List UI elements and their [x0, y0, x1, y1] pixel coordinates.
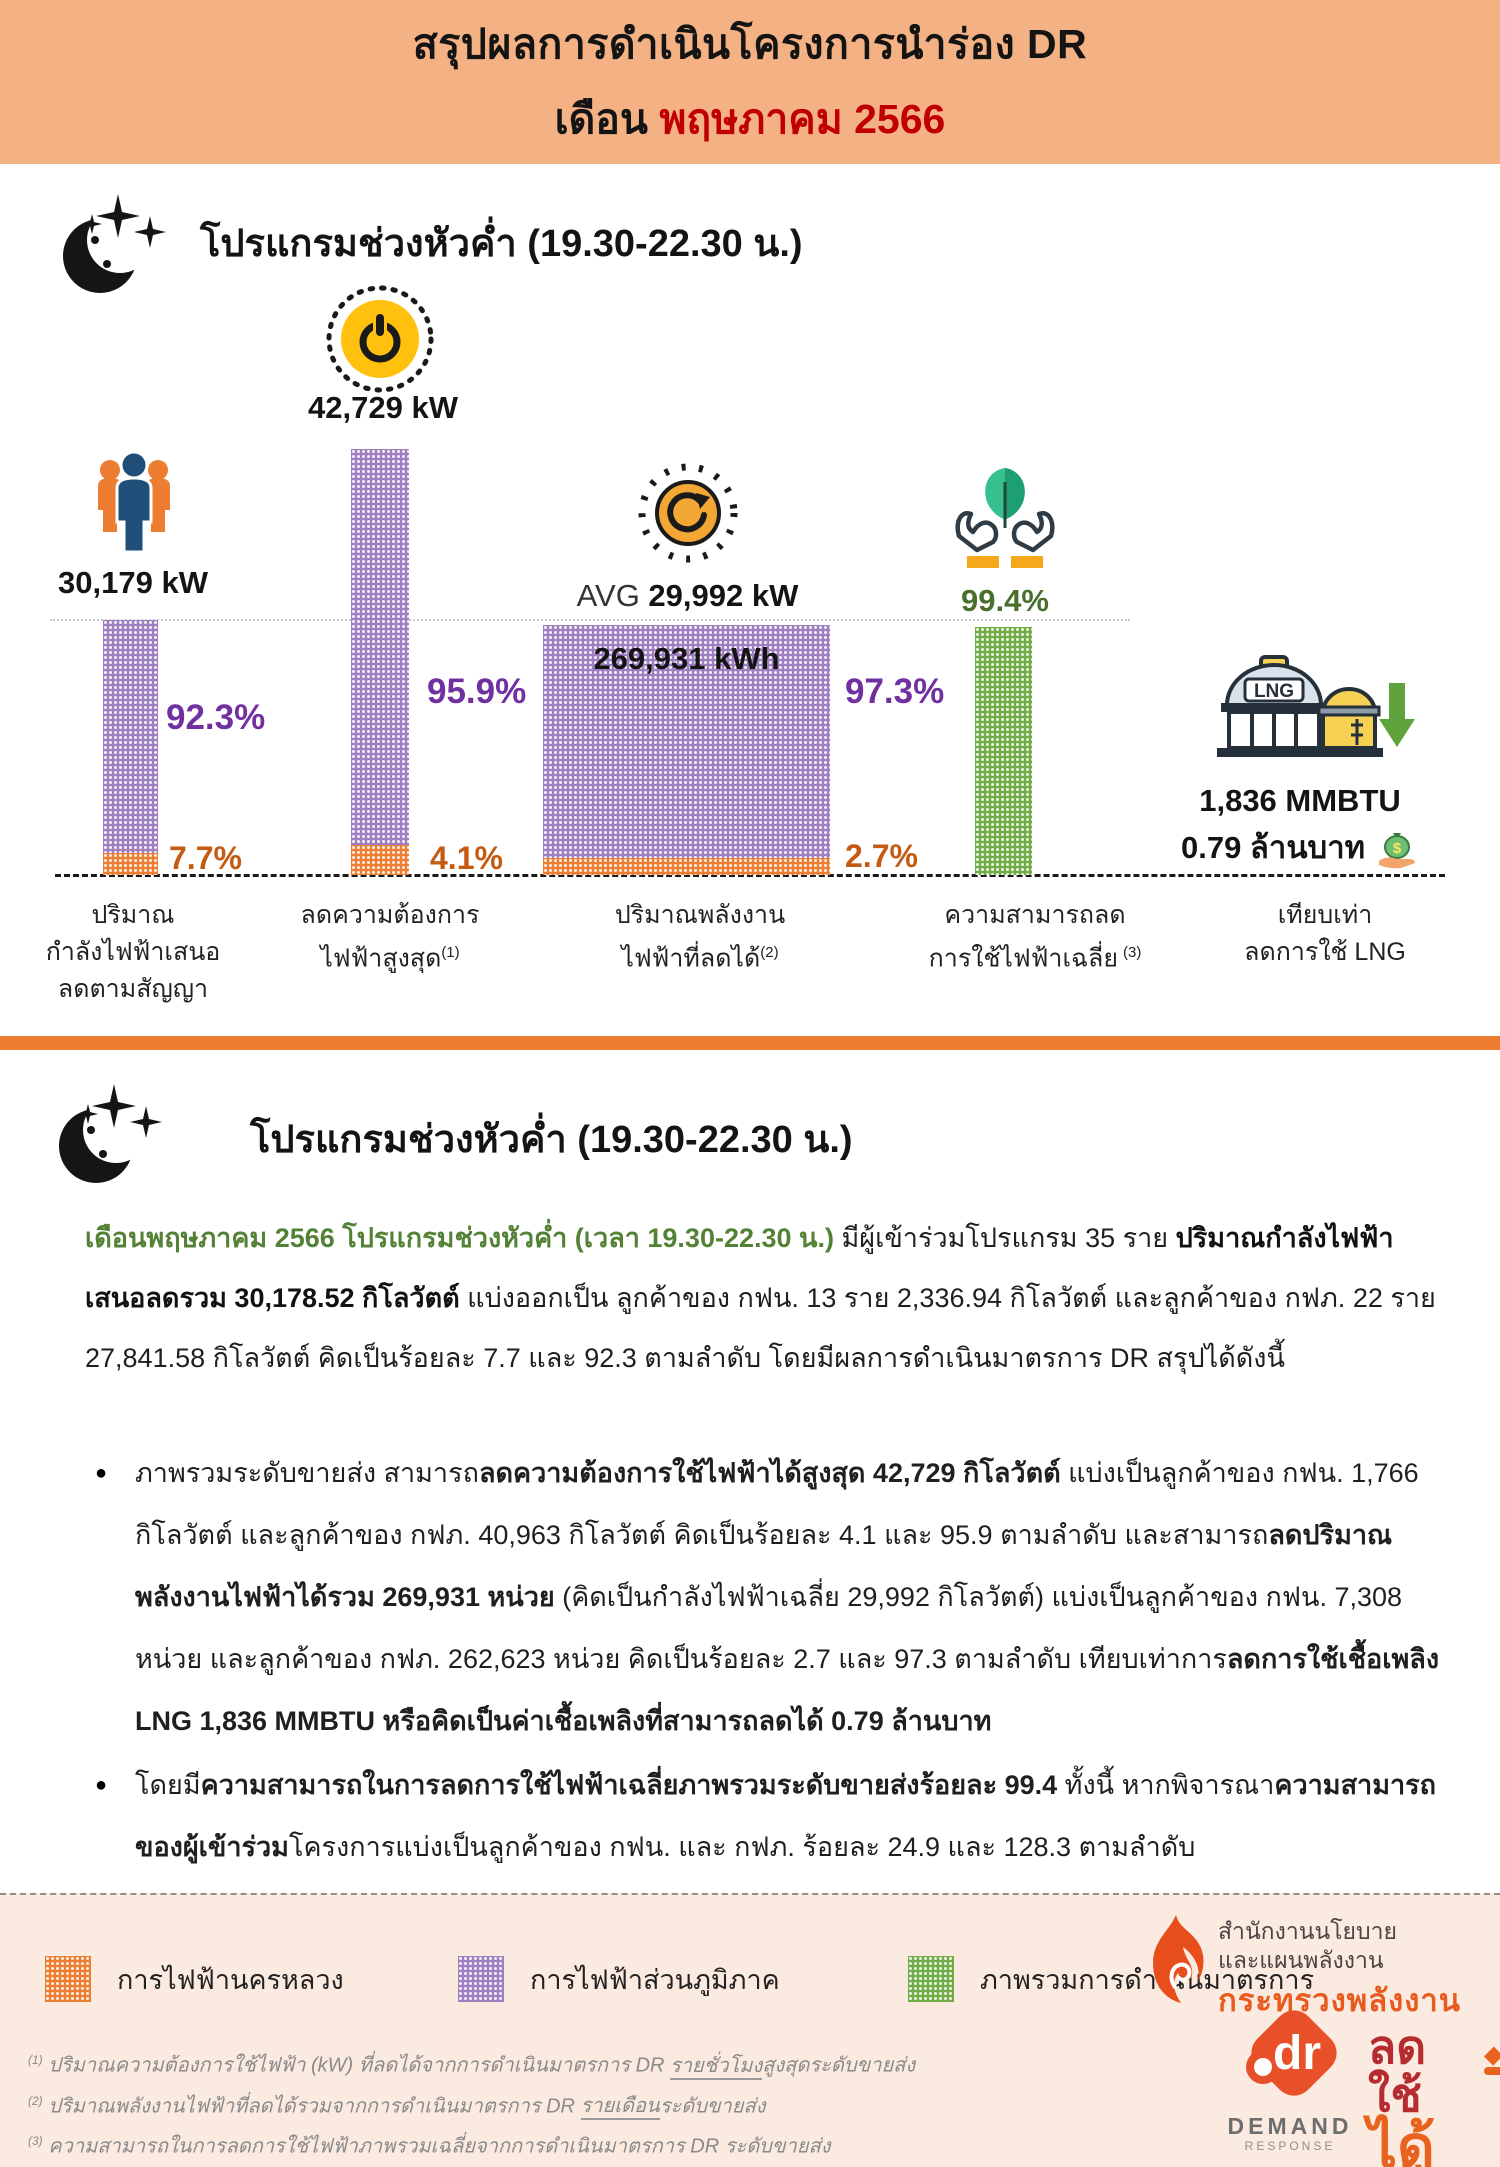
bar1-pea-segment[interactable] [103, 620, 158, 853]
axis3-line2: ไฟฟ้าที่ลดได้(2) [621, 944, 779, 973]
axis4-line2: การใช้ไฟฟ้าเฉลี่ย (3) [928, 944, 1142, 973]
page-subtitle: เดือน พฤษภาคม 2566 [555, 87, 946, 152]
page-footer: การไฟฟ้านครหลวง การไฟฟ้าส่วนภูมิภาค ภาพร… [0, 1893, 1500, 2167]
money-bag-hand-icon: $ [1379, 833, 1416, 869]
dr-tagline-2: ได้เพิ่ม [1368, 2115, 1435, 2167]
lng-cost-row: 0.79 ล้านบาท $ [1175, 822, 1425, 872]
bar4-green-segment[interactable] [975, 627, 1032, 875]
legend-swatch-mea [45, 1956, 91, 2002]
bar3-mea-segment[interactable] [543, 858, 830, 875]
axis1-line2: กำลังไฟฟ้าเสนอ [45, 938, 221, 966]
eppo-line2: และแผนพลังงาน [1218, 1947, 1384, 1973]
axis1-line3: ลดตามสัญญา [57, 975, 209, 1003]
eppo-text-block: สำนักงานนโยบาย และแผนพลังงาน กระทรวงพลัง… [1218, 1917, 1461, 2025]
footnote-2: (2) ปริมาณพลังงานไฟฟ้าที่ลดได้รวมจากการด… [28, 2084, 1108, 2125]
bar3-pea-pct: 97.3% [845, 672, 945, 711]
bar3-avg-value: AVG 29,992 kW [540, 578, 835, 614]
sun-refresh-icon [638, 463, 738, 563]
bar1-mea-pct: 7.7% [169, 840, 242, 876]
axis5-line2: ลดการใช้ LNG [1244, 938, 1406, 966]
bar1-mea-segment[interactable] [103, 853, 158, 875]
dr-response-text: RESPONSE [1244, 2139, 1336, 2153]
bar4-value: 99.4% [961, 583, 1049, 618]
dr-logo-mark: dr [1273, 2027, 1321, 2080]
bar2-pea-pct: 95.9% [427, 672, 527, 711]
bar3-mea-pct: 2.7% [845, 838, 918, 874]
eppo-line1: สำนักงานนโยบาย [1218, 1918, 1398, 1944]
subtitle-month: พฤษภาคม 2566 [659, 96, 946, 142]
legend-label-pea: การไฟฟ้าส่วนภูมิภาค [530, 1964, 780, 1995]
participants-icon [98, 452, 170, 554]
reference-line [50, 619, 1130, 621]
legend-label-overall: ภาพรวมการดำเนินมาตรการ [980, 1964, 1315, 1995]
bar2-pea-segment[interactable] [351, 449, 409, 845]
axis2-footnote-ref: (1) [441, 944, 460, 961]
axis4-line1: ความสามารถลด [944, 901, 1126, 929]
dr-tagline-1: ลดใช้ [1368, 2021, 1427, 2121]
para-lead: เดือนพฤษภาคม 2566 โปรแกรมช่วงหัวค่ำ (เวล… [85, 1223, 834, 1253]
eppo-line3: กระทรวงพลังงาน [1218, 1983, 1462, 2018]
axis4-footnote-ref: (3) [1123, 944, 1142, 961]
page-header: สรุปผลการดำเนินโครงการนำร่อง DR เดือน พฤ… [0, 0, 1500, 164]
legend-item-overall: ภาพรวมการดำเนินมาตรการ [908, 1955, 1314, 2003]
axis-label-5: เทียบเท่า ลดการใช้ LNG [1205, 897, 1445, 971]
dr-tagline-kite [1484, 2046, 1500, 2066]
legend-swatch-overall [908, 1956, 954, 2002]
dr-tagline: ลดใช้ ได้เพิ่ม [1368, 2023, 1500, 2167]
footnotes: (1) ปริมาณความต้องการใช้ไฟฟ้า (kW) ที่ลด… [28, 2043, 1108, 2165]
bar3-pea-segment[interactable] [543, 625, 830, 858]
legend-label-mea: การไฟฟ้านครหลวง [117, 1964, 344, 1995]
axis2-line1: ลดความต้องการ [300, 901, 480, 929]
lng-tank-icon: LNG [1217, 655, 1415, 757]
lng-value-mmbtu: 1,836 MMBTU [1199, 783, 1401, 818]
section-divider [0, 1036, 1500, 1050]
bar2-mea-pct: 4.1% [430, 840, 503, 876]
legend-swatch-pea [458, 1956, 504, 2002]
moon-stars-icon-2 [59, 1084, 162, 1183]
axis2-line2: ไฟฟ้าสูงสุด(1) [320, 944, 460, 973]
lng-value-baht: 0.79 ล้านบาท [1180, 830, 1366, 865]
bullet-item-2: ● โดยมีความสามารถในการลดการใช้ไฟฟ้าเฉลี่ย… [95, 1770, 1437, 1862]
axis3-footnote-ref: (2) [760, 944, 779, 961]
axis-label-2: ลดความต้องการ ไฟฟ้าสูงสุด(1) [270, 897, 510, 977]
axis5-line1: เทียบเท่า [1277, 901, 1373, 929]
dr-tagline-dash [1483, 2067, 1500, 2075]
axis-label-1: ปริมาณ กำลังไฟฟ้าเสนอ ลดตามสัญญา [28, 897, 238, 1008]
dr-logo-icon: dr [1246, 2010, 1337, 2096]
eppo-flame-icon [1153, 1915, 1204, 2003]
summary-bullets: ● ภาพรวมระดับขายส่ง สามารถลดความต้องการใช… [95, 1442, 1465, 1880]
power-button-icon [326, 285, 434, 393]
axis3-line1: ปริมาณพลังงาน [614, 901, 786, 929]
bar3-inner-label: 269,931 kWh [593, 641, 780, 676]
bar1-value: 30,179 kW [58, 565, 208, 600]
section1-title: โปรแกรมช่วงหัวค่ำ (19.30-22.30 น.) [200, 223, 803, 265]
legend-item-pea: การไฟฟ้าส่วนภูมิภาค [458, 1955, 780, 2003]
section2-title: โปรแกรมช่วงหัวค่ำ (19.30-22.30 น.) [250, 1119, 853, 1161]
legend-item-mea: การไฟฟ้านครหลวง [45, 1955, 344, 2003]
axis-label-3: ปริมาณพลังงาน ไฟฟ้าที่ลดได้(2) [580, 897, 820, 977]
bar2-mea-segment[interactable] [351, 845, 409, 875]
footnote-1: (1) ปริมาณความต้องการใช้ไฟฟ้า (kW) ที่ลด… [28, 2043, 1108, 2084]
moon-stars-icon [63, 194, 166, 293]
bar2-value: 42,729 kW [308, 390, 458, 425]
subtitle-prefix: เดือน [554, 96, 660, 142]
dr-demand-text: DEMAND [1227, 2113, 1353, 2139]
chart-baseline [55, 874, 1445, 877]
bar1-pea-pct: 92.3% [166, 698, 266, 737]
summary-paragraph: เดือนพฤษภาคม 2566 โปรแกรมช่วงหัวค่ำ (เวล… [85, 1223, 1436, 1373]
page-title: สรุปผลการดำเนินโครงการนำร่อง DR [412, 21, 1088, 67]
svg-text:$: $ [1393, 840, 1402, 857]
footnote-3: (3) ความสามารถในการลดการใช้ไฟฟ้าภาพรวมเฉ… [28, 2134, 831, 2158]
lng-tank-label: LNG [1254, 681, 1294, 702]
axis1-line1: ปริมาณ [91, 901, 175, 929]
avg-prefix: AVG [576, 578, 649, 613]
hands-leaf-icon [955, 468, 1055, 568]
axis-label-4: ความสามารถลด การใช้ไฟฟ้าเฉลี่ย (3) [905, 897, 1165, 977]
bullet-item-1: ● ภาพรวมระดับขายส่ง สามารถลดความต้องการใช… [95, 1458, 1439, 1736]
avg-number: 29,992 kW [648, 578, 799, 613]
